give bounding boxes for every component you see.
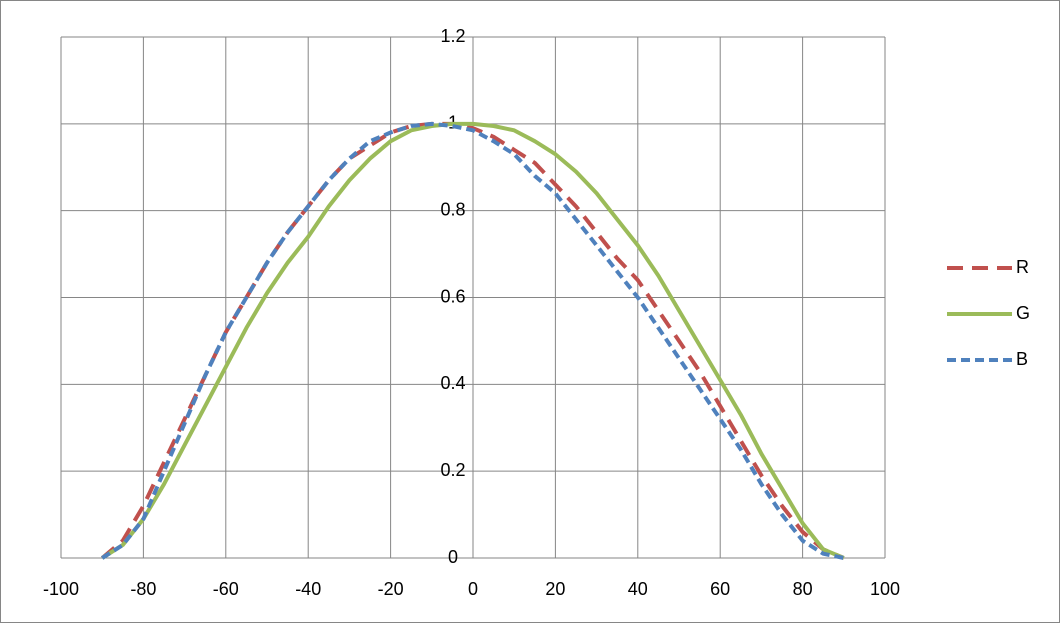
series-line [100, 121, 845, 560]
series-line [101, 121, 845, 560]
x-tick-label: -40 [295, 579, 321, 599]
x-tick-label: 40 [628, 579, 648, 599]
x-tick-label: -80 [130, 579, 156, 599]
x-tick-label: -60 [213, 579, 239, 599]
x-tick-label: -100 [43, 579, 79, 599]
series-line [101, 121, 845, 560]
y-tick-label: 0.6 [440, 286, 465, 306]
x-tick-label: 20 [545, 579, 565, 599]
legend-label: R [1016, 257, 1029, 277]
y-tick-label: 0.2 [440, 460, 465, 480]
y-tick-label: 0.4 [440, 373, 465, 393]
x-tick-label: -20 [378, 579, 404, 599]
y-tick-label: 0.8 [440, 199, 465, 219]
x-tick-label: 60 [710, 579, 730, 599]
legend-label: G [1016, 303, 1030, 323]
legend-label: B [1016, 349, 1028, 369]
x-tick-label: 0 [468, 579, 478, 599]
y-tick-label: 1.2 [440, 26, 465, 46]
x-tick-label: 100 [870, 579, 900, 599]
y-tick-label: 0 [448, 547, 458, 567]
x-tick-label: 80 [793, 579, 813, 599]
